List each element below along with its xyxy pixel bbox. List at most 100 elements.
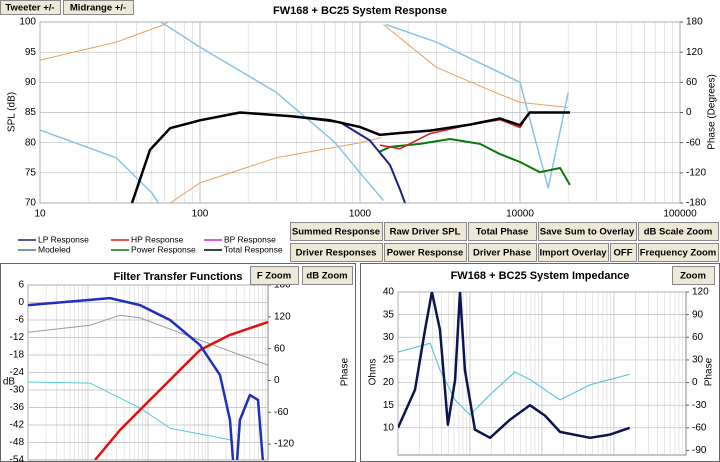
toolbar-button[interactable]: [0, 0, 61, 15]
y-tick-label: 0: [18, 297, 24, 308]
toolbar-button-label[interactable]: Midrange +/-: [70, 3, 126, 14]
button[interactable]: [538, 243, 609, 262]
button[interactable]: [638, 243, 719, 262]
y2-tick-label: 60: [274, 343, 286, 354]
button[interactable]: [250, 266, 299, 285]
y-tick-label: 90: [25, 77, 37, 88]
legend-label: Total Response: [224, 244, 283, 254]
y-tick-label: -54: [10, 455, 25, 462]
chart: Filter Transfer Functions60-6-12-18-24-3…: [3, 266, 353, 462]
x-tick-label: 10: [34, 209, 46, 220]
button[interactable]: [672, 266, 715, 285]
y2-tick-label: 90: [692, 309, 704, 320]
button-label[interactable]: F Zoom: [257, 271, 291, 282]
x-tick-label: 10000: [506, 209, 534, 220]
y2-tick-label: 0: [274, 375, 280, 386]
y2-tick-label: -120: [274, 439, 294, 450]
series-line: [40, 22, 569, 203]
button-label[interactable]: Driver Phase: [473, 248, 531, 259]
legend-label: LP Response: [38, 234, 89, 244]
y2-tick-label: -60: [274, 407, 289, 418]
button-label[interactable]: dB Zoom: [306, 271, 347, 282]
button[interactable]: [290, 222, 383, 241]
button-label[interactable]: Save Sum to Overlay: [540, 227, 635, 238]
y-tick-label: 20: [383, 377, 395, 388]
chart-title: FW168 + BC25 System Response: [273, 5, 447, 17]
button[interactable]: [384, 222, 467, 241]
button[interactable]: [384, 243, 467, 262]
y-tick-label: -30: [10, 385, 25, 396]
x-tick-label: 1000: [349, 209, 372, 220]
legend-label: HP Response: [131, 234, 184, 244]
button-label[interactable]: Raw Driver SPL: [390, 227, 461, 238]
y-axis-label: Ohms: [368, 359, 379, 386]
y2-tick-label: -30: [692, 400, 707, 411]
button[interactable]: [638, 222, 719, 241]
y-tick-label: -6: [15, 315, 24, 326]
series-line: [130, 111, 570, 203]
button[interactable]: [538, 222, 637, 241]
button[interactable]: [610, 243, 637, 262]
legend-label: Power Response: [131, 244, 196, 254]
y2-tick-label: 30: [692, 355, 704, 366]
y-tick-label: 40: [383, 287, 395, 298]
button-label[interactable]: Frequency Zoom: [640, 248, 717, 259]
y2-tick-label: -90: [692, 445, 707, 456]
y2-tick-label: 60: [692, 332, 704, 343]
button-label[interactable]: OFF: [614, 248, 633, 259]
y2-tick-label: -180: [686, 198, 706, 209]
y2-tick-label: 120: [274, 311, 291, 322]
y2-tick-label: -60: [686, 137, 701, 148]
y-tick-label: 6: [18, 280, 24, 291]
button-label[interactable]: Zoom: [680, 271, 706, 282]
y-tick-label: 30: [383, 332, 395, 343]
button[interactable]: [468, 222, 537, 241]
y-tick-label: 10: [383, 422, 395, 433]
y2-tick-label: -120: [686, 167, 706, 178]
y-tick-label: -36: [10, 402, 25, 413]
button-label[interactable]: Driver Responses: [296, 248, 377, 259]
y-tick-label: 70: [25, 198, 37, 209]
y-axis-label: SPL (dB): [7, 92, 18, 132]
button-label[interactable]: Total Phase: [476, 227, 529, 238]
button[interactable]: [302, 266, 353, 285]
y2-tick-label: 120: [686, 47, 703, 58]
y2-tick-label: 180: [274, 280, 291, 291]
chart: FW168 + BC25 System Impedance 10 15 20 25 30 3…: [368, 266, 715, 456]
series-line: [28, 296, 265, 460]
button-label[interactable]: Power Response: [387, 248, 464, 259]
chart-title: Filter Transfer Functions: [114, 271, 243, 283]
toolbar-button-label[interactable]: Tweeter +/-: [5, 3, 54, 14]
y-tick-label: 25: [383, 355, 395, 366]
y-tick-label: -18: [10, 350, 25, 361]
y-tick-label: 35: [383, 309, 395, 320]
y-tick-label: 80: [25, 137, 37, 148]
toolbar-button[interactable]: [63, 0, 134, 15]
legend-label: Modeled: [38, 244, 71, 254]
x-tick-label: 100: [192, 209, 209, 220]
y-tick-label: -12: [10, 332, 25, 343]
y-tick-label: -48: [10, 437, 25, 448]
y2-tick-label: 180: [686, 17, 703, 28]
button[interactable]: [290, 243, 383, 262]
button-label[interactable]: dB Scale Zoom: [644, 227, 713, 238]
y2-tick-label: 0: [692, 377, 698, 388]
legend-label: BP Response: [224, 234, 276, 244]
series-line: [398, 342, 630, 416]
button[interactable]: [468, 243, 537, 262]
y2-axis-label: Phase: [340, 357, 351, 386]
y-tick-label: 75: [25, 167, 37, 178]
y-tick-label: 85: [25, 107, 37, 118]
chart: FW168 + BC25 System Response 10 100 1000 100…: [7, 5, 719, 262]
toolbar: Tweeter +/- Midrange +/-: [0, 0, 134, 15]
x-tick-label: 100000: [663, 209, 697, 220]
button-label[interactable]: Summed Response: [292, 227, 380, 238]
button-label[interactable]: Import Overlay: [539, 248, 607, 259]
y2-axis-label: Phase: [704, 357, 715, 386]
y-tick-label: -42: [10, 420, 25, 431]
y-axis-label: dB: [3, 377, 16, 388]
series-line: [94, 320, 268, 460]
y-tick-label: 100: [19, 17, 36, 28]
y-tick-label: 95: [25, 47, 37, 58]
